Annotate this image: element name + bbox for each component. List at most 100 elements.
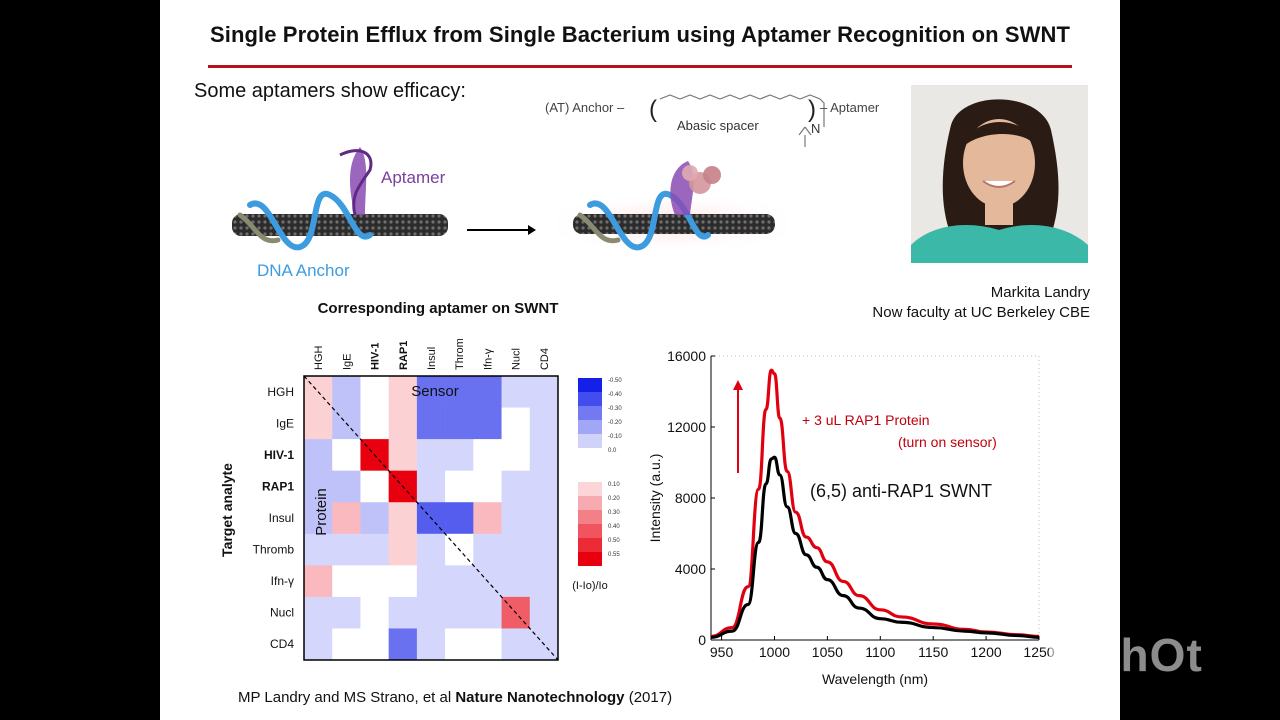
x-tick-label: 1050 <box>812 644 843 660</box>
heatmap-cell <box>332 470 361 503</box>
heatmap-cell <box>473 596 502 629</box>
heatmap-column-label: HGH <box>313 346 325 371</box>
legend-swatch-positive <box>578 524 602 538</box>
legend-tick-positive: 0.10 <box>608 482 620 488</box>
heatmap-legend: -0.50 -0.40 -0.30 -0.20 -0.10 0.0 0.10 0.20 0.30… <box>578 378 622 566</box>
nanotube-right <box>573 214 775 234</box>
dna-helix-right <box>587 190 711 251</box>
protein-blob-3 <box>682 165 698 181</box>
heatmap-cell <box>501 407 531 440</box>
x-tick-label: 1150 <box>918 644 948 660</box>
annotation-sensor: (6,5) anti-RAP1 SWNT <box>810 481 992 501</box>
left-paren: ( <box>649 96 657 123</box>
heatmap-cell <box>473 502 502 535</box>
heatmap-cell <box>501 628 531 661</box>
heatmap-cell <box>304 470 333 503</box>
legend-tick-negative: 0.0 <box>608 448 617 454</box>
increase-arrow-head <box>733 380 743 390</box>
legend-tick-positive: 0.55 <box>608 552 620 558</box>
heatmap-cell <box>332 596 361 629</box>
heatmap-cell <box>388 407 418 440</box>
heatmap-cell <box>529 376 559 408</box>
dna-backbone-left <box>237 212 281 244</box>
legend-swatch-negative <box>578 378 602 392</box>
legend-tick-positive: 0.30 <box>608 510 620 516</box>
heatmap-cell <box>388 565 418 598</box>
legend-swatch-positive <box>578 552 602 566</box>
heatmap: Corresponding aptamer on SWNT HGH IgE HIV-… <box>219 300 622 661</box>
heatmap-row-label: Ifn-γ <box>271 574 294 588</box>
slide-subtitle: Some aptamers show efficacy: <box>194 80 466 102</box>
spectrum-chart: 950 1000 1050 1100 1150 1200 1250 0 4000 8000 1200… <box>647 348 1055 687</box>
heatmap-cell <box>388 502 418 535</box>
dna-backbone-right <box>577 212 621 244</box>
legend-swatch-negative <box>578 434 602 448</box>
series-line <box>710 455 1040 639</box>
heatmap-column-label: HIV-1 <box>370 342 382 370</box>
heatmap-cell <box>416 565 446 598</box>
heatmap-cell <box>332 439 361 471</box>
y-tick-label: 0 <box>698 632 706 648</box>
spacer-chain <box>659 94 825 127</box>
heatmap-cell <box>445 376 474 408</box>
heatmap-title: Corresponding aptamer on SWNT <box>318 300 559 317</box>
legend-swatch-negative <box>578 448 602 462</box>
heatmap-cell <box>304 439 333 471</box>
heatmap-row-label: Nucl <box>270 606 294 620</box>
heatmap-cell <box>416 596 446 629</box>
slide: Single Protein Efflux from Single Bacter… <box>160 0 1120 720</box>
heatmap-cell <box>529 502 559 535</box>
heatmap-cell <box>529 470 559 503</box>
heatmap-cell <box>388 439 418 471</box>
heatmap-cell <box>501 439 531 471</box>
x-tick-label: 1200 <box>971 644 1002 660</box>
heatmap-cell <box>304 502 333 535</box>
slide-title: Single Protein Efflux from Single Bacter… <box>209 22 1071 47</box>
heatmap-cell <box>416 470 446 503</box>
annotation-protein-1: + 3 uL RAP1 Protein <box>802 412 930 428</box>
heatmap-cell <box>360 565 389 598</box>
protein-blob-2 <box>703 166 721 184</box>
heatmap-cell <box>332 533 361 566</box>
heatmap-cell <box>332 502 361 535</box>
heatmap-cell <box>360 533 389 566</box>
y-tick-label: 12000 <box>667 419 706 435</box>
legend-swatch-positive <box>578 510 602 524</box>
legend-tick-negative: -0.10 <box>608 434 622 440</box>
heatmap-cell <box>388 533 418 566</box>
y-tick-label: 16000 <box>667 348 706 364</box>
heatmap-cell <box>501 533 531 566</box>
heatmap-column-label: Insul <box>426 347 438 370</box>
legend-tick-positive: 0.50 <box>608 538 620 544</box>
heatmap-row-label: IgE <box>276 416 294 430</box>
heatmap-column-labels: HGH IgE HIV-1 RAP1 Insul Throm Ifn-γ Nucl CD4 <box>313 338 551 370</box>
heatmap-cell <box>360 628 389 661</box>
sensor-schematic: (AT) Anchor – ( Abasic spacer N ) – Apta… <box>232 94 880 280</box>
heatmap-cell <box>529 533 559 566</box>
series-line <box>710 368 1040 639</box>
heatmap-cell <box>501 470 531 503</box>
legend-tick-negative: -0.40 <box>608 392 622 398</box>
aptamer-suffix: – Aptamer <box>820 100 880 115</box>
heatmap-cell <box>501 376 531 408</box>
chart-axes: 950 1000 1050 1100 1150 1200 1250 0 4000 8000 1200… <box>647 348 1055 687</box>
legend-swatch-positive <box>578 482 602 496</box>
legend-tick-positive: 0.40 <box>608 524 620 530</box>
heatmap-cell <box>445 596 474 629</box>
heatmap-cell <box>473 407 502 440</box>
heatmap-cell <box>529 565 559 598</box>
heatmap-cell <box>332 565 361 598</box>
x-tick-label: 1250 <box>1023 644 1054 660</box>
credit-name: Markita Landry <box>990 284 1090 301</box>
legend-label: (I-Io)/Io <box>572 580 607 592</box>
heatmap-cell <box>501 565 531 598</box>
citation-journal: Nature Nanotechnology <box>455 689 625 706</box>
right-paren: ) <box>808 96 816 123</box>
heatmap-cell <box>416 376 446 408</box>
y-tick-label: 8000 <box>675 490 706 506</box>
legend-swatch-negative <box>578 392 602 406</box>
dna-helix-left <box>247 190 373 251</box>
heatmap-cell <box>360 407 389 440</box>
x-tick-label: 950 <box>710 644 734 660</box>
heatmap-cell <box>360 596 389 629</box>
